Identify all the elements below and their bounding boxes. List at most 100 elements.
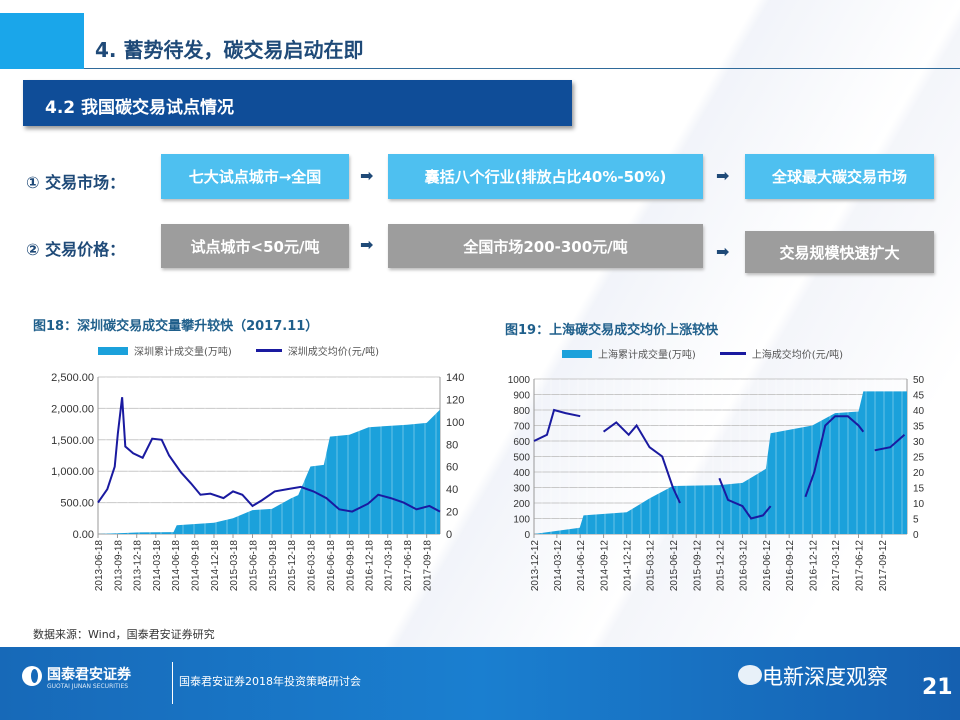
source-note: 数据来源：Wind，国泰君安证券研究: [33, 628, 215, 641]
y-left-tick-label: 500: [513, 453, 530, 464]
step-box: 全球最大碳交易市场: [745, 154, 934, 199]
legend-label: 上海累计成交量(万吨): [598, 350, 696, 361]
x-tick-label: 2014-06-12: [576, 540, 587, 592]
x-tick-label: 2016-03-18: [306, 540, 317, 592]
y-right-tick-label: 20: [913, 468, 925, 479]
x-tick-label: 2017-03-12: [831, 540, 842, 592]
y-left-tick-label: 300: [513, 484, 530, 495]
arrow-right-icon: ➡: [360, 235, 374, 254]
watermark: 电新深度观察: [762, 665, 888, 689]
brand-name: 国泰君安证券: [47, 667, 131, 683]
x-tick-label: 2014-12-12: [623, 540, 634, 592]
x-tick-label: 2015-06-18: [248, 540, 259, 592]
x-tick-label: 2016-12-18: [365, 540, 376, 592]
y-left-tick-label: 900: [513, 391, 530, 402]
y-left-tick-label: 0.00: [73, 529, 94, 541]
y-left-tick-label: 400: [513, 468, 530, 479]
x-tick-label: 2015-09-18: [268, 540, 279, 592]
arrow-right-icon: ➡: [360, 166, 374, 185]
step-box: 交易规模快速扩大: [745, 231, 934, 273]
x-tick-label: 2017-09-12: [878, 540, 889, 592]
company-logo-icon: [22, 666, 42, 686]
x-tick-label: 2013-12-12: [530, 540, 541, 592]
footer-divider: [172, 662, 173, 704]
page-title: 4. 蓄势待发，碳交易启动在即: [95, 38, 364, 62]
y-left-tick-label: 1,000.00: [51, 466, 94, 478]
x-tick-label: 2014-09-18: [191, 540, 202, 592]
y-right-tick-label: 60: [446, 462, 458, 474]
step-box: 七大试点城市→全国: [161, 154, 349, 199]
y-right-tick-label: 50: [913, 375, 925, 386]
page-number: 21: [922, 675, 953, 700]
y-left-tick-label: 0: [524, 530, 530, 541]
chart-title-shenzhen: 图18：深圳碳交易成交量攀升较快（2017.11）: [33, 319, 319, 334]
legend-label: 深圳成交均价(元/吨): [287, 347, 379, 358]
chart-title-shanghai: 图19：上海碳交易成交均价上涨较快: [505, 323, 719, 338]
y-left-tick-label: 2,500.00: [51, 372, 94, 384]
y-right-tick-label: 20: [446, 507, 458, 519]
x-tick-label: 2015-03-12: [646, 540, 657, 592]
x-tick-label: 2015-06-12: [669, 540, 680, 592]
wechat-icon: [738, 665, 762, 685]
y-right-tick-label: 15: [913, 484, 925, 495]
volume-area: [534, 391, 907, 534]
charts-canvas: 0.00 500.00 1,000.00 1,500.00 2,000.00 2,500.…: [51, 372, 925, 592]
y-left-tick-label: 600: [513, 437, 530, 448]
y-right-tick-label: 0: [446, 529, 452, 541]
y-left-tick-label: 1000: [508, 375, 531, 386]
x-tick-label: 2014-12-18: [210, 540, 221, 592]
x-tick-label: 2016-06-12: [762, 540, 773, 592]
y-left-tick-label: 100: [513, 515, 530, 526]
y-right-tick-label: 80: [446, 439, 458, 451]
legend-shanghai: 上海累计成交量(万吨) 上海成交均价(元/吨): [562, 346, 843, 361]
x-tick-label: 2015-12-12: [715, 540, 726, 592]
x-tick-label: 2017-06-12: [855, 540, 866, 592]
volume-area: [98, 409, 440, 534]
legend-label: 上海成交均价(元/吨): [751, 350, 843, 361]
brand-name-en: GUOTAI JUNAN SECURITIES: [47, 683, 129, 690]
y-right-tick-label: 120: [446, 394, 464, 406]
legend-swatch-volume: [98, 346, 128, 355]
title-divider: [84, 68, 960, 69]
step-box: 囊括八个行业(排放占比40%-50%): [388, 154, 703, 199]
price-line: [533, 408, 906, 520]
x-tick-label: 2017-03-18: [384, 540, 395, 592]
accent-square: [0, 13, 84, 69]
x-tick-label: 2013-09-18: [113, 540, 124, 592]
legend-swatch-volume: [562, 349, 592, 358]
legend-label: 深圳累计成交量(万吨): [134, 347, 232, 358]
y-right-tick-label: 0: [913, 530, 919, 541]
x-tick-label: 2016-09-18: [345, 540, 356, 592]
y-left-tick-label: 1,500.00: [51, 435, 94, 447]
y-right-tick-label: 40: [913, 406, 925, 417]
x-tick-label: 2014-09-12: [600, 540, 611, 592]
x-tick-label: 2013-12-18: [133, 540, 144, 592]
x-tick-label: 2016-06-18: [326, 540, 337, 592]
x-tick-label: 2015-03-18: [229, 540, 240, 592]
y-right-tick-label: 5: [913, 515, 919, 526]
x-tick-label: 2014-03-12: [553, 540, 564, 592]
step-box: 全国市场200-300元/吨: [388, 224, 703, 268]
y-right-tick-label: 40: [446, 484, 458, 496]
row-label-market: ① 交易市场：: [26, 173, 126, 192]
y-right-tick-label: 10: [913, 499, 925, 510]
legend-swatch-price: [719, 352, 746, 355]
x-tick-label: 2016-12-12: [808, 540, 819, 592]
price-line: [97, 397, 441, 513]
y-left-tick-label: 800: [513, 406, 530, 417]
x-tick-label: 2014-06-18: [171, 540, 182, 592]
x-tick-label: 2017-06-18: [403, 540, 414, 592]
y-left-tick-label: 2,000.00: [51, 403, 94, 415]
footer: 国泰君安证券 GUOTAI JUNAN SECURITIES 国泰君安证券201…: [0, 647, 960, 720]
y-right-tick-label: 25: [913, 453, 925, 464]
arrow-right-icon: ➡: [716, 166, 730, 185]
x-tick-label: 2014-03-18: [152, 540, 163, 592]
row-label-price: ② 交易价格：: [26, 240, 126, 259]
x-tick-label: 2016-03-12: [738, 540, 749, 592]
legend-swatch-price: [255, 349, 282, 352]
y-right-tick-label: 30: [913, 437, 925, 448]
event-name: 国泰君安证券2018年投资策略研讨会: [179, 675, 361, 688]
y-right-tick-label: 100: [446, 417, 464, 429]
x-tick-label: 2016-09-12: [785, 540, 796, 592]
step-box: 试点城市<50元/吨: [161, 224, 349, 268]
